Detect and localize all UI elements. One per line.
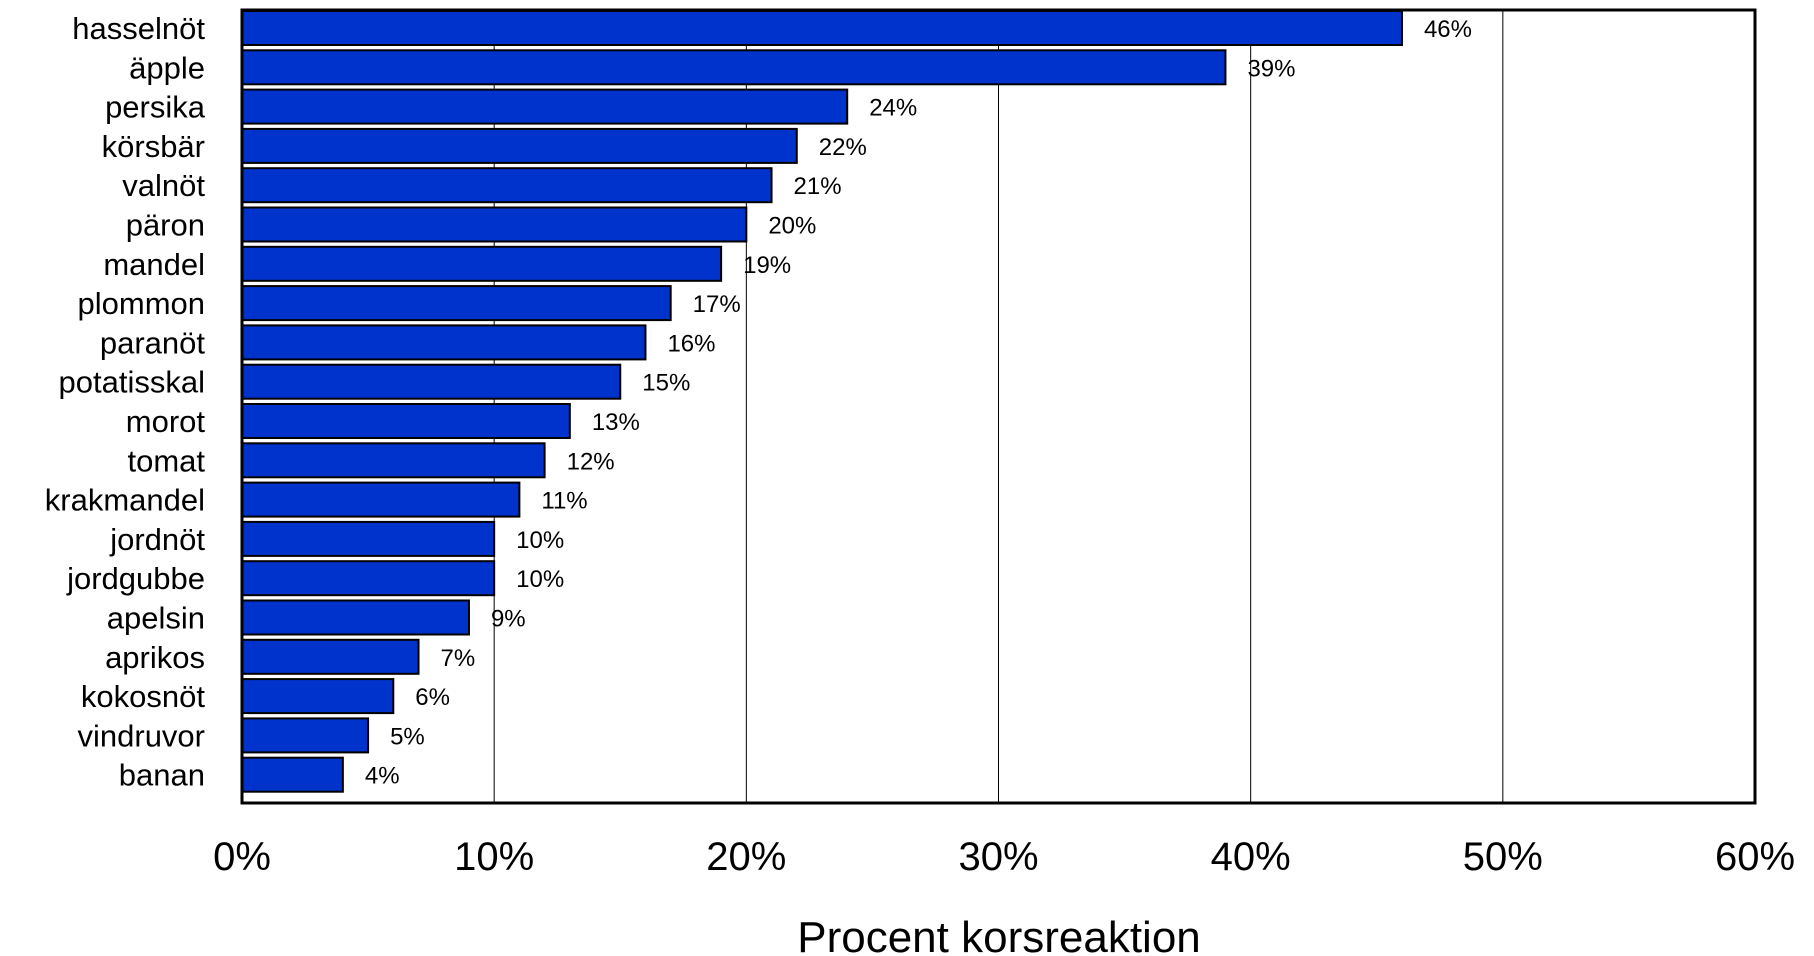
category-label: mandel <box>103 247 205 282</box>
value-label: 10% <box>516 527 564 554</box>
value-label: 39% <box>1247 55 1295 82</box>
category-label: banan <box>119 758 205 793</box>
category-label: paranöt <box>100 325 206 360</box>
bar <box>241 206 748 243</box>
value-label: 12% <box>567 448 615 475</box>
bar <box>241 560 496 597</box>
x-tick-label: 30% <box>958 835 1038 879</box>
value-label: 6% <box>415 684 450 711</box>
bar <box>241 481 521 518</box>
value-label: 10% <box>516 566 564 593</box>
bar <box>241 442 546 479</box>
category-label: persika <box>105 90 206 125</box>
bar <box>241 245 723 282</box>
bar <box>241 285 672 322</box>
value-label: 11% <box>541 488 587 515</box>
category-label: jordnöt <box>109 522 205 557</box>
value-label: 22% <box>819 134 867 161</box>
value-label: 24% <box>869 95 917 122</box>
plot-frame <box>240 8 1757 805</box>
category-label: apelsin <box>107 601 205 636</box>
bars <box>241 10 1403 793</box>
bar <box>241 403 571 439</box>
category-label: plommon <box>78 286 206 321</box>
category-label: aprikos <box>105 640 205 675</box>
category-label: potatisskal <box>59 365 205 400</box>
category-label: päron <box>126 208 205 243</box>
bar <box>241 127 798 164</box>
bar <box>241 10 1403 46</box>
x-tick-label: 0% <box>213 835 271 879</box>
category-label: valnöt <box>122 168 205 203</box>
bar <box>241 49 1227 86</box>
bar <box>241 678 395 715</box>
category-label: krakmandel <box>45 483 205 518</box>
bar <box>241 88 849 125</box>
value-labels: 46% 39% 24%22% 21% 20% 19%17% 16% 15%13% 12% 11% 1… <box>365 16 1472 790</box>
x-tick-label: 60% <box>1715 835 1795 879</box>
bar <box>241 167 773 204</box>
x-tick-label: 40% <box>1211 835 1291 879</box>
category-label: kokosnöt <box>81 679 205 714</box>
value-label: 4% <box>365 763 400 790</box>
value-label: 20% <box>768 213 816 240</box>
bar <box>241 599 470 636</box>
category-label: äpple <box>129 50 205 85</box>
category-label: vindruvor <box>78 718 206 753</box>
category-labels: hasselnöt äpple persika körsbär valnöt päron m… <box>45 11 206 793</box>
bar <box>241 717 370 754</box>
bar <box>241 363 622 400</box>
x-tick-labels: 0% 10% 20% 30% 40% 50% 60% <box>213 835 1795 879</box>
x-tick-label: 20% <box>706 835 786 879</box>
value-label: 15% <box>642 370 690 397</box>
value-label: 46% <box>1424 16 1472 43</box>
value-label: 13% <box>592 409 640 436</box>
value-label: 5% <box>390 723 425 750</box>
value-label: 7% <box>441 645 476 672</box>
value-label: 9% <box>491 606 526 633</box>
bar <box>241 756 344 793</box>
category-label: tomat <box>127 443 205 478</box>
bar <box>241 520 496 557</box>
x-axis-title: Procent korsreaktion <box>797 913 1201 956</box>
bar <box>241 638 420 675</box>
category-label: körsbär <box>102 129 205 164</box>
bar <box>241 324 647 361</box>
x-tick-label: 50% <box>1463 835 1543 879</box>
x-tick-label: 10% <box>454 835 534 879</box>
value-label: 19% <box>743 252 791 279</box>
category-label: morot <box>126 404 206 439</box>
value-label: 16% <box>667 330 715 357</box>
category-label: hasselnöt <box>72 11 205 46</box>
category-label: jordgubbe <box>66 561 205 596</box>
value-label: 17% <box>693 291 741 318</box>
value-label: 21% <box>794 173 842 200</box>
